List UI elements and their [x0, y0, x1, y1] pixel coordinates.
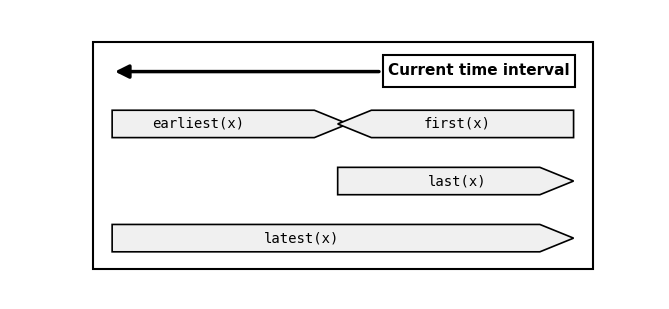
Text: first(x): first(x)	[423, 117, 490, 131]
Text: earliest(x): earliest(x)	[152, 117, 244, 131]
Text: Current time interval: Current time interval	[389, 63, 570, 78]
Text: last(x): last(x)	[427, 174, 486, 188]
Polygon shape	[112, 110, 348, 138]
Bar	[383, 55, 575, 87]
Text: latest(x): latest(x)	[264, 231, 339, 245]
Polygon shape	[338, 167, 573, 195]
Polygon shape	[338, 110, 573, 138]
Polygon shape	[112, 224, 573, 252]
